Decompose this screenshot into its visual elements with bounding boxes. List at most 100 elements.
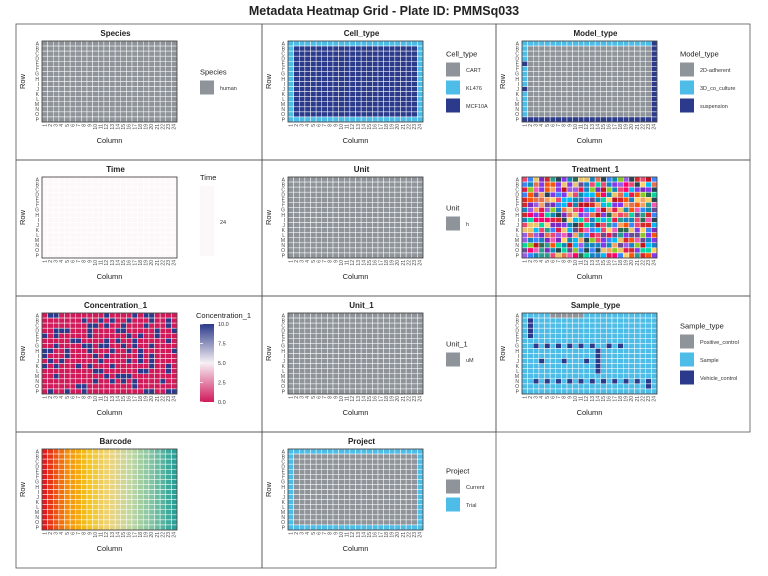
heatmap-cell	[58, 524, 65, 531]
heatmap-cell	[589, 343, 596, 349]
heatmap-cell	[527, 242, 534, 249]
column-tick-label: 20	[149, 396, 155, 402]
heatmap-cells	[287, 176, 424, 259]
heatmap-cell	[293, 494, 300, 500]
heatmap-cell	[578, 212, 585, 218]
heatmap-cell	[81, 514, 88, 521]
heatmap-cell	[623, 353, 630, 359]
heatmap-cell	[310, 383, 317, 390]
heatmap-cell	[566, 242, 573, 249]
heatmap-cell	[583, 388, 590, 395]
heatmap-cell	[377, 61, 384, 67]
heatmap-cell	[159, 458, 167, 465]
heatmap-cell	[332, 202, 339, 208]
heatmap-cell	[533, 368, 540, 375]
heatmap-cell	[41, 222, 48, 228]
heatmap-cell	[75, 91, 82, 97]
heatmap-cell	[126, 499, 133, 505]
heatmap-cell	[578, 197, 585, 203]
y-axis-label: Row	[264, 209, 273, 225]
heatmap-cell	[321, 463, 328, 470]
heatmap-cell	[366, 45, 373, 52]
heatmap-cell	[411, 499, 418, 505]
column-tick-label: 2	[294, 396, 300, 399]
heatmap-cell	[344, 217, 351, 223]
row-tick-label: N	[35, 107, 39, 113]
column-tick-label: 8	[328, 260, 334, 263]
heatmap-cell	[120, 76, 127, 82]
heatmap-cell	[58, 333, 65, 339]
heatmap-cell	[41, 66, 48, 72]
heatmap-cell	[41, 61, 48, 67]
heatmap-cell	[527, 353, 534, 359]
column-tick-label: 24	[172, 124, 178, 130]
heatmap-cell	[171, 322, 178, 329]
heatmap-cell	[578, 322, 585, 329]
heatmap-cell	[360, 463, 368, 470]
heatmap-cell	[293, 186, 300, 193]
heatmap-cell	[628, 217, 635, 223]
plot-border	[287, 176, 424, 259]
heatmap-cell	[154, 504, 161, 511]
heatmap-cell	[617, 207, 624, 213]
heatmap-cell	[344, 55, 351, 62]
heatmap-cell	[394, 524, 401, 531]
row-tick-label: J	[517, 359, 520, 365]
heatmap-cell	[521, 55, 528, 62]
heatmap-cell	[360, 106, 368, 113]
heatmap-cell	[154, 106, 161, 113]
heatmap-cell	[561, 55, 568, 62]
heatmap-cell	[287, 237, 294, 244]
heatmap-cell	[366, 519, 373, 526]
heatmap-cell	[400, 338, 407, 344]
heatmap-cell	[572, 106, 579, 113]
heatmap-cell	[58, 252, 65, 259]
heatmap-cell	[86, 202, 93, 208]
heatmap-cell	[114, 212, 122, 218]
heatmap-cell	[400, 106, 407, 113]
heatmap-cell	[377, 96, 384, 103]
heatmap-cell	[299, 111, 306, 118]
heatmap-cell	[109, 474, 116, 480]
column-tick-label: 24	[652, 260, 658, 266]
heatmap-cell	[315, 378, 323, 385]
column-tick-label: 1	[522, 124, 528, 127]
heatmap-cell	[98, 327, 105, 334]
heatmap-cell	[555, 227, 562, 233]
heatmap-cell	[47, 494, 54, 500]
heatmap-cell	[154, 317, 161, 324]
heatmap-cell	[171, 191, 178, 198]
heatmap-cell	[53, 509, 60, 516]
heatmap-cell	[639, 61, 647, 67]
heatmap-cell	[41, 232, 48, 239]
heatmap-cell	[521, 378, 528, 385]
heatmap-cell	[154, 338, 161, 344]
heatmap-cell	[555, 333, 562, 339]
heatmap-cell	[651, 232, 658, 239]
row-tick-label: F	[36, 203, 39, 209]
heatmap-cell	[383, 453, 390, 460]
heatmap-cell	[47, 509, 54, 516]
heatmap-cell	[521, 212, 528, 218]
heatmap-cell	[304, 186, 311, 193]
heatmap-cell	[527, 212, 534, 218]
heatmap-cell	[327, 197, 334, 203]
heatmap-cell	[114, 202, 122, 208]
heatmap-cell	[69, 484, 77, 490]
heatmap-cell	[572, 217, 579, 223]
heatmap-cell	[159, 176, 167, 183]
heatmap-cell	[299, 514, 306, 521]
heatmap-cell	[98, 71, 105, 77]
heatmap-cell	[287, 242, 294, 249]
heatmap-cell	[304, 116, 311, 123]
heatmap-cell	[321, 76, 328, 82]
heatmap-cell	[86, 479, 93, 485]
heatmap-cell	[321, 484, 328, 490]
heatmap-cell	[41, 227, 48, 233]
heatmap-cell	[583, 348, 590, 354]
heatmap-cell	[645, 242, 652, 249]
heatmap-cell	[103, 312, 110, 319]
heatmap-cell	[555, 61, 562, 67]
column-tick-label: 3	[534, 396, 540, 399]
heatmap-cell	[327, 458, 334, 465]
